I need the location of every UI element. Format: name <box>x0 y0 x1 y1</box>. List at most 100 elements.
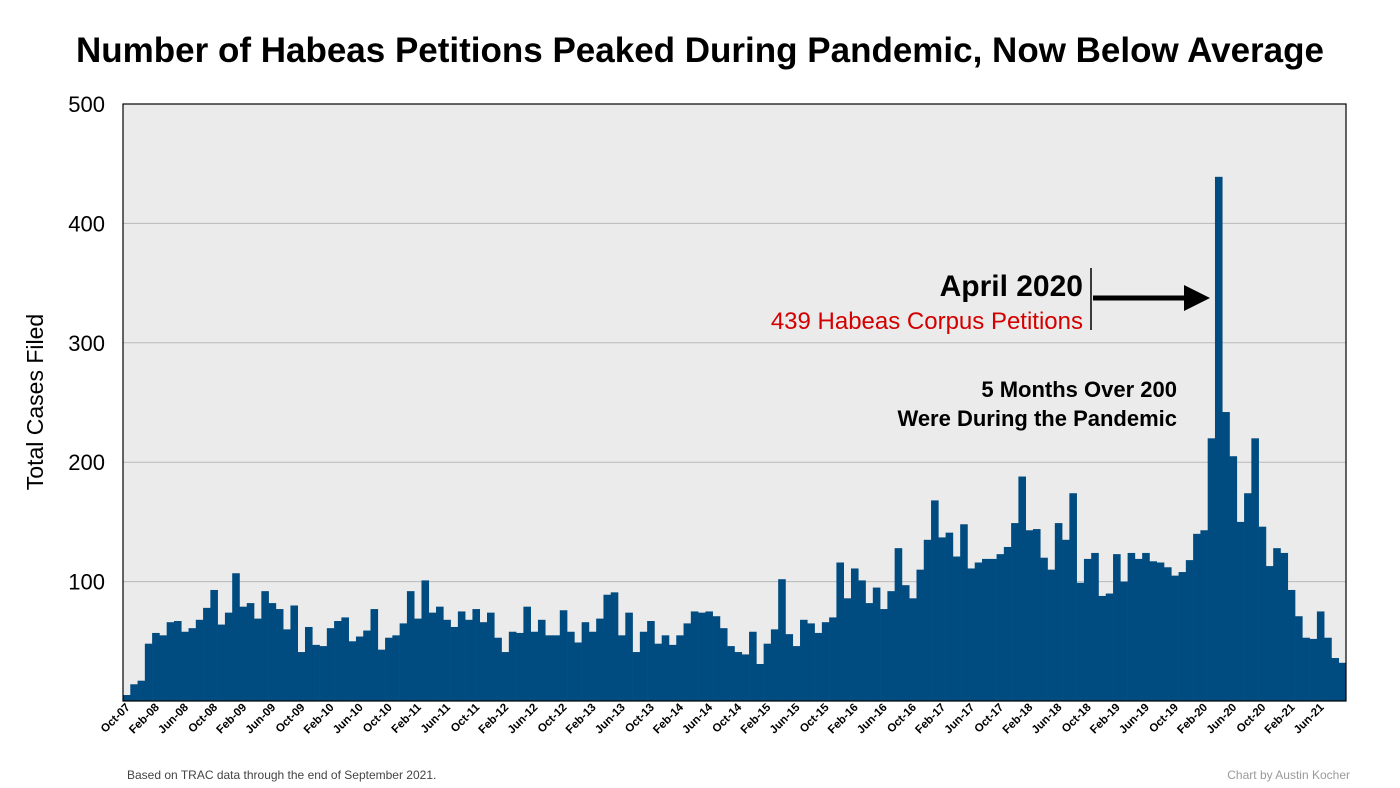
x-tick-label: Feb-18 <box>1001 701 1036 736</box>
bar <box>392 635 400 701</box>
source-note: Based on TRAC data through the end of Se… <box>127 768 436 782</box>
bar <box>232 573 240 701</box>
bar <box>574 642 582 701</box>
x-tick-label: Oct-08 <box>186 701 220 735</box>
bar <box>610 592 619 701</box>
x-tick-label: Oct-09 <box>274 702 308 736</box>
bar <box>523 606 531 701</box>
bar <box>123 695 131 701</box>
bar <box>829 617 837 701</box>
bar <box>588 631 597 701</box>
bar <box>625 612 633 701</box>
bar <box>603 594 612 701</box>
bar <box>326 628 335 701</box>
bar <box>923 539 932 701</box>
bar <box>1214 176 1223 701</box>
y-tick-label: 100 <box>68 570 105 595</box>
bar <box>1054 523 1063 701</box>
bar <box>1018 476 1026 701</box>
bar <box>792 646 801 701</box>
bar <box>1324 637 1332 701</box>
bar <box>1200 530 1208 701</box>
bar <box>749 631 757 701</box>
bar <box>931 500 939 701</box>
x-tick-label: Oct-20 <box>1235 702 1269 736</box>
bar <box>443 619 451 701</box>
bar <box>1280 552 1289 701</box>
x-tick-label: Oct-13 <box>623 702 657 736</box>
annotation-note-line1: 5 Months Over 200 <box>981 377 1177 402</box>
bar <box>254 618 262 701</box>
bar <box>814 632 823 701</box>
x-tick-label: Oct-15 <box>798 701 832 735</box>
bar <box>974 562 983 701</box>
bar <box>865 603 874 701</box>
bar <box>1149 561 1158 701</box>
bar <box>698 612 706 701</box>
bar <box>901 585 910 701</box>
bar <box>1062 539 1070 701</box>
bar <box>567 631 575 701</box>
bar <box>683 623 692 701</box>
bar <box>996 554 1005 701</box>
x-tick-label: Feb-15 <box>739 701 774 736</box>
x-tick-label: Jun-14 <box>680 701 715 736</box>
x-tick-labels: Oct-07Feb-08Jun-08Oct-08Feb-09Jun-09Oct-… <box>99 701 1327 736</box>
bar <box>770 629 779 701</box>
x-tick-label: Feb-10 <box>302 702 337 737</box>
bar <box>436 606 444 701</box>
bar <box>938 537 946 701</box>
bar <box>705 611 713 701</box>
bar <box>989 558 997 701</box>
bar <box>1164 567 1172 701</box>
chart-credit: Chart by Austin Kocher <box>1227 768 1350 782</box>
bar <box>537 619 546 701</box>
x-tick-label: Jun-16 <box>855 702 890 737</box>
annotation-arrow-head <box>1184 285 1210 311</box>
x-tick-label: Oct-07 <box>99 702 133 736</box>
x-tick-label: Feb-11 <box>390 701 425 736</box>
bar <box>756 663 764 701</box>
bar <box>618 635 626 701</box>
y-tick-label: 500 <box>68 92 105 117</box>
bar <box>785 634 794 701</box>
bar <box>1069 493 1077 701</box>
bar <box>880 609 888 701</box>
x-tick-label: Feb-13 <box>564 702 599 737</box>
bar <box>1338 662 1347 701</box>
bar <box>479 622 488 701</box>
bar <box>297 652 306 701</box>
bar <box>872 587 881 701</box>
x-tick-label: Jun-11 <box>419 701 454 736</box>
x-tick-label: Feb-09 <box>215 702 250 737</box>
bar <box>1105 593 1114 701</box>
bar <box>152 632 160 701</box>
bar <box>312 644 320 701</box>
bar <box>552 635 561 701</box>
bar <box>283 629 291 701</box>
x-tick-label: Feb-08 <box>127 701 162 736</box>
bar <box>348 641 357 701</box>
bar <box>1229 456 1238 701</box>
bar <box>1134 558 1143 701</box>
x-tick-label: Oct-16 <box>885 702 919 736</box>
bar <box>334 621 342 701</box>
x-tick-label: Oct-12 <box>536 702 570 736</box>
x-tick-label: Oct-19 <box>1147 702 1181 736</box>
bar <box>916 569 925 701</box>
bar <box>1076 582 1085 701</box>
bar <box>894 548 903 701</box>
bar <box>421 580 430 701</box>
bar <box>887 591 895 701</box>
bar <box>457 611 466 701</box>
bar <box>224 612 233 701</box>
y-tick-label: 200 <box>68 450 105 475</box>
x-tick-label: Oct-17 <box>973 702 1007 736</box>
x-tick-label: Feb-20 <box>1175 702 1210 737</box>
chart-title: Number of Habeas Petitions Peaked During… <box>76 31 1324 70</box>
bar <box>399 623 408 701</box>
bar <box>188 628 197 701</box>
bar <box>821 622 830 701</box>
bar <box>1003 546 1012 701</box>
bar <box>945 532 954 701</box>
